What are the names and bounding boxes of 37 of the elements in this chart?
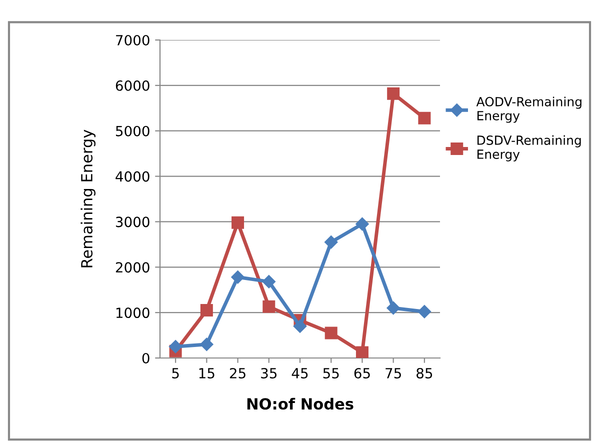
point — [418, 305, 432, 318]
point — [200, 304, 213, 317]
x-tick-label: 45 — [292, 368, 308, 378]
point — [356, 217, 369, 231]
point — [386, 301, 400, 315]
point — [356, 346, 368, 358]
point — [418, 112, 431, 124]
x-tick-label: 85 — [416, 368, 432, 378]
point — [262, 300, 276, 313]
y-tick-label: 4000 — [116, 171, 150, 182]
x-tick-label: 35 — [261, 368, 277, 378]
y-tick-label: 5000 — [116, 126, 150, 136]
point — [324, 236, 338, 249]
x-tick-label: 65 — [354, 368, 370, 378]
legend-label: AODV-Remaining Energy — [476, 96, 582, 123]
x-axis-title: NO:of Nodes — [247, 398, 354, 410]
point — [231, 270, 244, 284]
x-tick-label: 55 — [323, 368, 339, 378]
y-tick-label: 2000 — [116, 262, 150, 273]
y-tick-label: 6000 — [116, 80, 150, 91]
point — [262, 275, 276, 288]
point — [232, 216, 244, 229]
y-tick-label: 1000 — [116, 308, 150, 318]
y-axis-title: Remaining Energy — [80, 130, 96, 268]
x-tick-label: 5 — [172, 368, 179, 378]
point — [293, 320, 307, 333]
point — [324, 326, 338, 340]
x-tick-label: 75 — [386, 368, 401, 378]
point — [168, 340, 182, 354]
y-tick-label: 0 — [142, 352, 150, 364]
x-tick-label: 15 — [199, 368, 214, 378]
y-tick-label: 3000 — [116, 216, 150, 228]
legend-label: DSDV-Remaining Energy — [477, 135, 581, 162]
y-tick-label: 7000 — [116, 34, 150, 46]
point — [200, 338, 214, 351]
point — [387, 87, 400, 100]
x-tick-label: 25 — [230, 368, 246, 378]
